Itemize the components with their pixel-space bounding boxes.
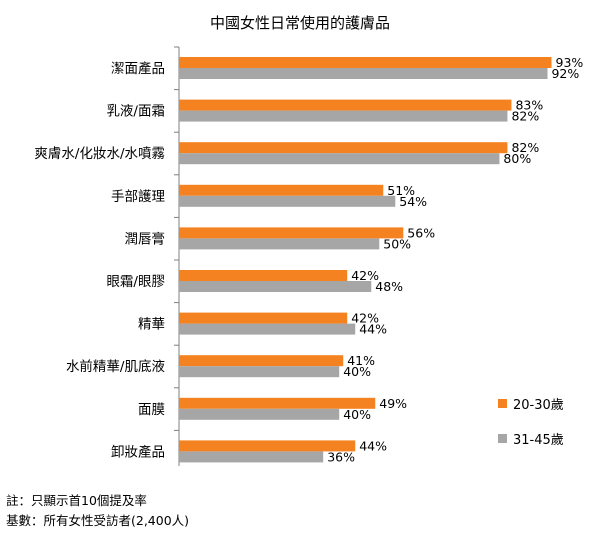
- category-label: 手部護理: [111, 189, 165, 205]
- data-label: 41%: [347, 353, 375, 368]
- category-label: 潔面產品: [111, 60, 165, 77]
- legend-item-series-1: 20-30歲: [498, 393, 564, 413]
- legend-label-series-2: 31-45歲: [513, 432, 564, 448]
- legend-swatch-series-2: [498, 433, 507, 443]
- bar-series-2: [179, 408, 340, 420]
- bar-series-2: [179, 110, 508, 122]
- bar-series-1: [179, 57, 552, 68]
- data-label: 42%: [351, 268, 379, 283]
- bar-series-1: [179, 227, 404, 239]
- data-label: 40%: [343, 407, 371, 422]
- bar-series-1: [179, 184, 384, 196]
- legend-item-series-2: 31-45歲: [498, 428, 564, 448]
- bar-series-2: [179, 451, 324, 463]
- bar-series-2: [179, 323, 356, 335]
- data-label: 40%: [343, 364, 371, 379]
- data-label: 44%: [359, 438, 387, 453]
- bar-series-2: [179, 195, 396, 207]
- data-label: 93%: [556, 55, 584, 70]
- bar-series-1: [179, 142, 508, 154]
- bar-series-1: [179, 397, 376, 409]
- footnotes: 註：只顯示首10個提及率 基數：所有女性受訪者(2,400人): [6, 491, 189, 531]
- data-label: 50%: [383, 236, 411, 251]
- category-label: 爽膚水/化妝水/水噴霧: [34, 146, 165, 162]
- data-label: 82%: [511, 140, 539, 155]
- data-label: 48%: [375, 279, 403, 294]
- bar-series-1: [179, 440, 356, 452]
- category-label: 潤唇膏: [125, 230, 166, 247]
- legend-swatch-series-1: [498, 398, 507, 408]
- bar-series-2: [179, 281, 372, 292]
- category-label: 水前精華/肌底液: [66, 358, 166, 375]
- category-label: 面膜: [138, 402, 165, 418]
- bar-series-2: [179, 238, 380, 250]
- category-label: 精華: [138, 317, 165, 333]
- category-label: 眼霜/眼膠: [106, 274, 165, 290]
- category-label: 卸妝產品: [111, 443, 165, 460]
- chart-title: 中國女性日常使用的護膚品: [209, 14, 390, 32]
- data-label: 92%: [551, 66, 579, 81]
- data-label: 49%: [379, 396, 407, 411]
- footnote-base: 基數：所有女性受訪者(2,400人): [6, 513, 190, 528]
- data-label: 36%: [327, 449, 355, 464]
- data-label: 51%: [387, 183, 415, 198]
- legend: 20-30歲 31-45歲: [498, 393, 564, 463]
- footnote-note: 註：只顯示首10個提及率: [6, 493, 147, 508]
- bar-series-1: [179, 312, 348, 324]
- category-label: 乳液/面霜: [106, 104, 165, 120]
- bar-series-2: [179, 68, 548, 79]
- bar-series-1: [179, 99, 512, 111]
- legend-label-series-1: 20-30歲: [513, 397, 564, 413]
- data-label: 54%: [399, 194, 427, 209]
- bar-series-2: [179, 366, 340, 378]
- data-label: 42%: [351, 311, 379, 326]
- data-label: 83%: [515, 98, 543, 113]
- data-label: 44%: [359, 322, 387, 337]
- bar-series-1: [179, 270, 348, 281]
- data-label: 80%: [503, 151, 531, 166]
- data-label: 82%: [511, 109, 539, 124]
- bar-series-2: [179, 153, 500, 165]
- data-label: 56%: [407, 225, 435, 240]
- bar-series-1: [179, 355, 344, 367]
